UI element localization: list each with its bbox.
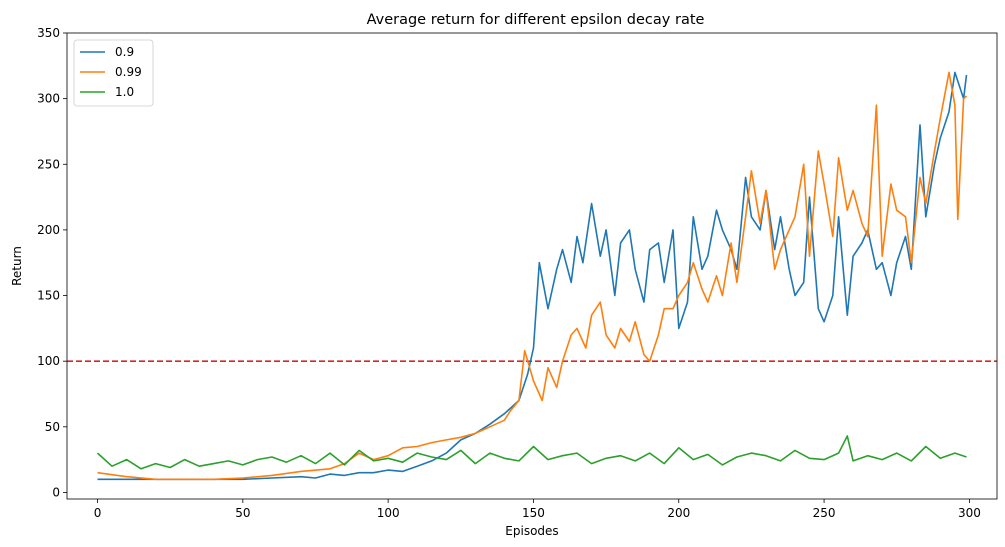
- x-tick-label: 300: [958, 506, 981, 520]
- x-tick-label: 100: [377, 506, 400, 520]
- y-tick-label: 200: [37, 223, 60, 237]
- series-line-0.9: [97, 71, 968, 481]
- x-tick-label: 200: [667, 506, 690, 520]
- series-line-1.0: [96, 435, 967, 470]
- y-axis-ticks: 0 50 100 150 200 250 300 350: [37, 26, 67, 499]
- legend-label: 1.0: [115, 85, 134, 99]
- legend-box: [73, 39, 154, 107]
- x-axis-ticks: 0 50 100 150 200 250 300: [94, 499, 981, 520]
- y-tick-label: 0: [52, 485, 60, 499]
- x-tick-label: 150: [522, 506, 545, 520]
- y-tick-label: 350: [37, 26, 60, 40]
- series-line-0.99: [97, 71, 968, 481]
- y-tick-label: 250: [37, 157, 60, 171]
- y-tick-label: 150: [37, 289, 60, 303]
- legend-label: 0.9: [115, 45, 134, 59]
- x-tick-label: 250: [813, 506, 836, 520]
- y-tick-label: 300: [37, 92, 60, 106]
- chart-title: Average return for different epsilon dec…: [367, 12, 705, 28]
- y-tick-label: 50: [45, 420, 60, 434]
- x-tick-label: 0: [94, 506, 102, 520]
- x-axis-label: Episodes: [505, 524, 558, 538]
- x-tick-label: 50: [235, 506, 250, 520]
- plot-area: [67, 71, 997, 481]
- legend: 0.9 0.99 1.0: [73, 39, 154, 107]
- legend-label: 0.99: [115, 65, 142, 79]
- plot-frame: [66, 32, 998, 500]
- y-axis-label: Return: [10, 246, 24, 286]
- y-tick-label: 100: [37, 354, 60, 368]
